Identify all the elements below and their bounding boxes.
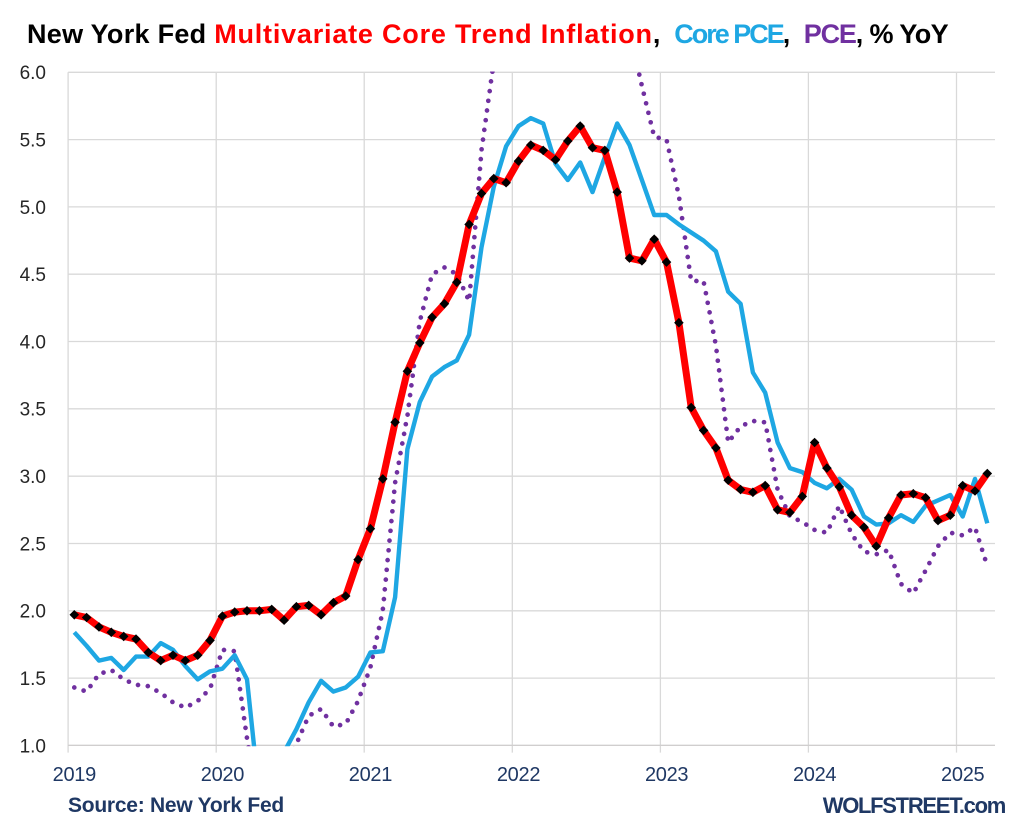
svg-text:1.0: 1.0 (20, 736, 46, 757)
svg-text:2.5: 2.5 (20, 534, 46, 555)
svg-text:1.5: 1.5 (20, 669, 46, 690)
svg-text:5.0: 5.0 (20, 198, 46, 219)
svg-text:6.0: 6.0 (20, 63, 46, 84)
svg-text:2021: 2021 (349, 764, 392, 786)
svg-text:Source: New York Fed: Source: New York Fed (68, 794, 284, 817)
svg-text:2.0: 2.0 (20, 602, 46, 623)
svg-text:2025: 2025 (941, 764, 984, 786)
svg-text:3.0: 3.0 (20, 467, 46, 488)
svg-text:2020: 2020 (201, 764, 244, 786)
svg-text:WOLFSTREET.com: WOLFSTREET.com (823, 793, 1006, 818)
svg-text:4.5: 4.5 (20, 265, 46, 286)
svg-text:2019: 2019 (53, 764, 96, 786)
svg-text:2023: 2023 (645, 764, 688, 786)
svg-text:New York Fed Multivariate Core: New York Fed Multivariate Core Trend Inf… (27, 19, 949, 49)
svg-text:3.5: 3.5 (20, 400, 46, 421)
svg-text:5.5: 5.5 (20, 131, 46, 152)
svg-text:2022: 2022 (497, 764, 540, 786)
svg-text:2024: 2024 (793, 764, 836, 786)
svg-text:4.0: 4.0 (20, 332, 46, 353)
